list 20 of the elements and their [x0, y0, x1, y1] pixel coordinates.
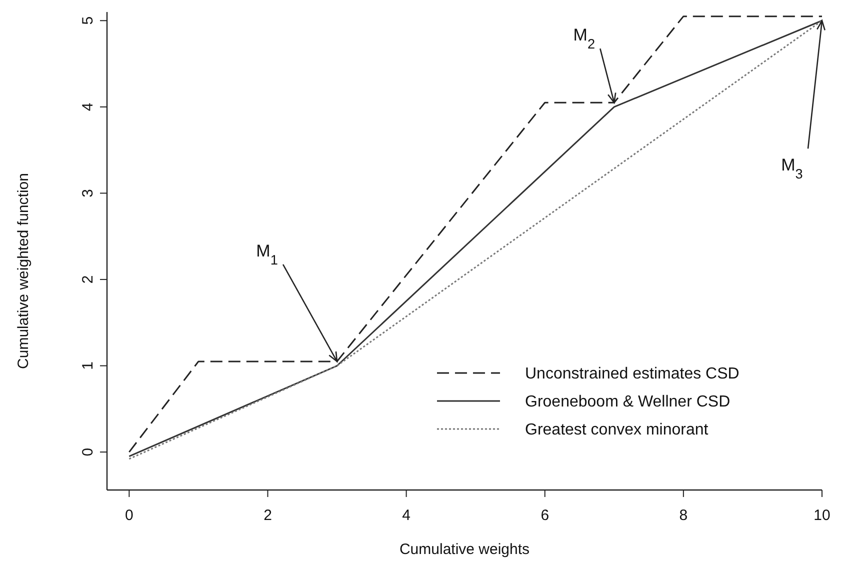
annotation: M$_{3}$: [781, 156, 803, 182]
y-tick-label: 5: [79, 16, 96, 25]
x-axis-title: Cumulative weights: [399, 541, 530, 558]
y-tick-label: 0: [79, 448, 96, 456]
y-tick-label: 4: [79, 102, 96, 112]
x-tick-label: 6: [540, 507, 550, 524]
annotation: M$_{2}$: [573, 26, 596, 52]
x-tick-label: 2: [264, 507, 272, 524]
x-tick-label: 4: [402, 507, 410, 524]
legend-label: Groeneboom & Wellner CSD: [525, 394, 730, 411]
annotation: M$_{1}$: [256, 241, 278, 267]
y-tick-label: 2: [79, 275, 96, 284]
y-tick-label: 1: [79, 362, 96, 370]
y-tick-label: 3: [79, 189, 96, 198]
legend-label: Unconstrained estimates CSD: [525, 366, 740, 383]
y-axis-title: Cumulative weighted function: [15, 173, 32, 369]
x-tick-label: 0: [125, 507, 134, 524]
legend-label: Greatest convex minorant: [525, 422, 709, 439]
x-tick-label: 8: [679, 507, 688, 524]
x-tick-label: 10: [814, 507, 830, 524]
